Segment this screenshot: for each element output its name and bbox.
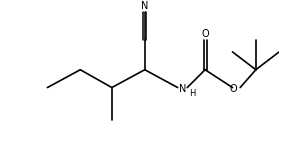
Text: N: N (141, 1, 149, 11)
Text: O: O (229, 85, 237, 95)
Text: O: O (201, 29, 209, 38)
Text: N: N (179, 84, 186, 94)
Text: H: H (189, 89, 196, 98)
